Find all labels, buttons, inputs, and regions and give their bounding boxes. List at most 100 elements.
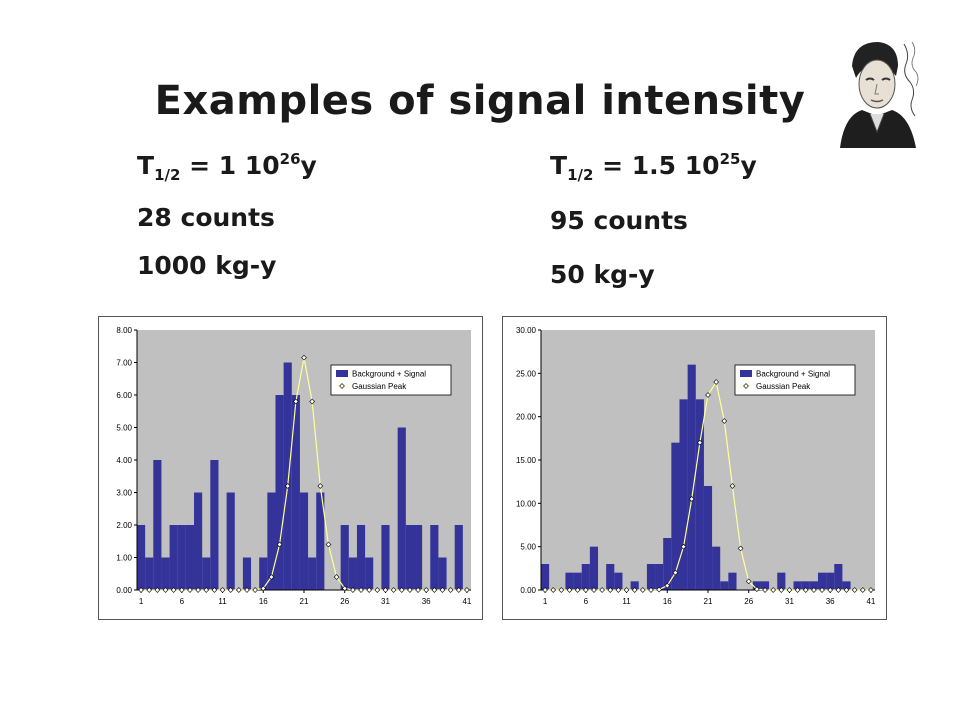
y-tick-label: 0.00 — [116, 586, 132, 595]
gaussian-point — [317, 483, 324, 489]
bar — [712, 546, 721, 590]
gaussian-point — [868, 587, 874, 593]
gaussian-point — [358, 587, 364, 593]
bar — [161, 557, 170, 590]
y-tick-label: 5.00 — [520, 543, 536, 552]
gaussian-point — [187, 587, 193, 593]
bar — [793, 581, 802, 590]
gaussian-point — [203, 587, 210, 593]
gaussian-point — [737, 545, 744, 552]
gaussian-point — [374, 587, 381, 593]
y-tick-label: 3.00 — [116, 489, 132, 498]
x-tick-label: 26 — [340, 597, 349, 606]
gaussian-point — [729, 483, 736, 489]
x-tick-label: 31 — [381, 597, 390, 606]
gaussian-point — [284, 483, 291, 489]
gaussian-point — [236, 587, 242, 593]
gaussian-point — [333, 574, 340, 580]
gaussian-point — [170, 587, 177, 593]
bar — [365, 557, 374, 590]
bar — [589, 546, 599, 590]
gaussian-point — [607, 587, 614, 593]
bar — [267, 492, 276, 590]
gaussian-point — [582, 587, 589, 593]
bar — [397, 427, 406, 590]
bar — [565, 572, 574, 590]
bar — [581, 564, 590, 590]
y-tick-label: 20.00 — [516, 413, 537, 422]
bar — [834, 564, 843, 590]
bar — [573, 572, 582, 590]
gaussian-point — [688, 496, 695, 502]
gaussian-point — [811, 587, 817, 593]
legend-swatch-marker — [339, 383, 345, 389]
bar — [202, 557, 211, 590]
x-tick-label: 21 — [300, 597, 309, 606]
legend-swatch-marker — [743, 383, 749, 389]
right-counts: 95 counts — [550, 206, 688, 235]
gaussian-point — [138, 587, 144, 593]
gaussian-point — [178, 587, 185, 593]
bar — [316, 492, 325, 590]
x-tick-label: 21 — [704, 597, 713, 606]
bar — [226, 492, 235, 590]
gaussian-point — [859, 587, 866, 593]
gaussian-point — [447, 587, 454, 593]
bar — [291, 395, 300, 590]
x-tick-label: 6 — [180, 597, 185, 606]
gaussian-point — [542, 587, 548, 593]
x-tick-label: 36 — [826, 597, 835, 606]
gaussian-point — [705, 392, 711, 398]
bar — [185, 525, 195, 590]
gaussian-point — [762, 587, 768, 593]
gaussian-point — [599, 587, 605, 593]
bar — [687, 364, 696, 590]
gaussian-point — [835, 587, 842, 593]
gaussian-point — [640, 587, 646, 593]
gaussian-point — [770, 587, 776, 593]
gaussian-point — [341, 585, 348, 592]
gaussian-point — [407, 587, 413, 593]
x-tick-label: 41 — [866, 597, 875, 606]
gaussian-point — [325, 541, 332, 548]
bar — [177, 525, 186, 590]
y-tick-label: 8.00 — [116, 326, 132, 335]
gaussian-point — [252, 587, 258, 593]
x-tick-label: 1 — [139, 597, 144, 606]
gaussian-point — [745, 578, 752, 585]
gaussian-point — [162, 587, 169, 593]
gaussian-point — [615, 587, 622, 593]
x-tick-label: 41 — [462, 597, 471, 606]
bar — [801, 581, 810, 590]
gaussian-point — [843, 587, 850, 593]
bar — [194, 492, 203, 590]
bar — [405, 525, 414, 590]
bar — [259, 557, 268, 590]
bar — [630, 581, 639, 590]
bar — [663, 538, 672, 590]
gaussian-point — [591, 587, 597, 593]
bar — [728, 572, 737, 590]
right-exposure: 50 kg-y — [550, 260, 655, 289]
bar — [153, 460, 162, 590]
bar — [283, 362, 292, 590]
x-tick-label: 26 — [744, 597, 753, 606]
gaussian-point — [464, 587, 470, 593]
gaussian-point — [366, 587, 372, 593]
legend-swatch-bar — [740, 370, 752, 377]
bar — [340, 525, 349, 590]
gaussian-point — [439, 587, 446, 593]
gaussian-point — [260, 585, 267, 592]
bar — [454, 525, 463, 590]
gaussian-point — [566, 587, 573, 593]
bar — [275, 395, 284, 590]
gaussian-point — [819, 587, 825, 593]
bar — [308, 557, 317, 590]
bar — [826, 572, 835, 590]
gaussian-point — [398, 587, 405, 593]
bar — [299, 492, 309, 590]
x-tick-label: 16 — [259, 597, 268, 606]
gaussian-point — [721, 418, 728, 424]
bar — [760, 581, 770, 590]
gaussian-point — [550, 587, 557, 593]
